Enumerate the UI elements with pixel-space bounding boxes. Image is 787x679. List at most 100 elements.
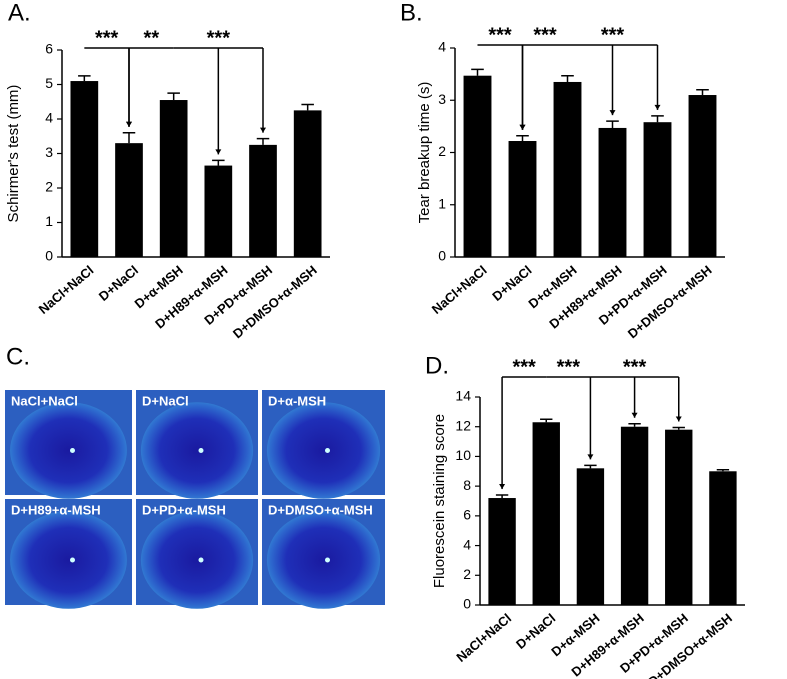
y-tick-label: 4 [463, 536, 471, 552]
bar [249, 144, 277, 257]
eye-image [10, 511, 127, 609]
bar [688, 95, 717, 258]
panel-label: B. [400, 0, 423, 26]
significance: *** [488, 24, 512, 46]
bracket-arrow [675, 416, 682, 422]
y-tick-label: 0 [438, 248, 446, 264]
bar [204, 165, 233, 257]
eye-highlight [70, 557, 75, 563]
image-label: D+NaCl [142, 393, 189, 408]
y-tick-label: 4 [438, 39, 446, 55]
significance: ** [144, 27, 160, 49]
error-bar [584, 464, 597, 469]
y-axis-label: Schirmer's test (mm) [5, 85, 22, 223]
significance: *** [533, 24, 557, 46]
bracket-arrow [260, 127, 266, 133]
eye-image [266, 402, 381, 499]
significance: *** [512, 356, 536, 378]
y-tick-label: 0 [45, 248, 53, 264]
error-bar [301, 103, 314, 111]
bar [70, 81, 99, 257]
bar [488, 498, 516, 605]
eye-highlight [325, 448, 330, 453]
y-tick-label: 1 [438, 195, 446, 211]
bar [293, 110, 322, 257]
bracket-arrow [654, 104, 661, 110]
y-tick-label: 1 [45, 213, 53, 229]
image-label: D+PD+α-MSH [142, 502, 226, 517]
error-bar [122, 132, 136, 144]
bar [115, 143, 143, 257]
x-tick-label: NaCl+NaCl [453, 610, 514, 664]
y-tick-label: 4 [45, 110, 53, 126]
eye-image [10, 402, 127, 499]
significance: *** [207, 27, 231, 49]
image-label: D+H89+α-MSH [11, 502, 101, 517]
error-bar [561, 74, 574, 82]
bracket-arrow [519, 124, 526, 130]
bar [665, 429, 693, 605]
bar [643, 122, 672, 257]
bracket-arrow [499, 484, 506, 490]
y-tick-label: 10 [455, 447, 471, 463]
panel-label: D. [425, 352, 449, 379]
bar [508, 141, 537, 257]
y-tick-label: 6 [45, 41, 53, 57]
y-tick-label: 2 [463, 566, 471, 582]
y-axis-label: Fluorescein staining score [431, 414, 448, 588]
bracket-arrow [126, 121, 132, 127]
y-tick-label: 3 [45, 144, 53, 160]
bar [159, 100, 188, 258]
eye-highlight [325, 557, 330, 563]
error-bar [78, 75, 91, 82]
panel-label: A. [8, 0, 31, 26]
error-bar [471, 68, 484, 76]
x-tick-label: D+DMSO+α-MSH [625, 262, 715, 341]
bar [553, 81, 582, 258]
bracket-arrow [587, 454, 594, 460]
bar [576, 468, 605, 605]
error-bar [716, 469, 730, 472]
bracket-arrow [215, 149, 222, 155]
error-bar [672, 426, 685, 430]
y-tick-label: 12 [455, 417, 471, 433]
eye-image [140, 402, 254, 499]
error-bar [167, 92, 180, 101]
image-label: D+DMSO+α-MSH [268, 502, 373, 517]
y-tick-label: 2 [438, 143, 446, 159]
bracket-arrow [609, 110, 616, 116]
y-tick-label: 0 [463, 596, 471, 612]
bar [463, 75, 492, 257]
panel-label: C. [6, 343, 30, 370]
bar [620, 426, 649, 605]
significance: *** [557, 356, 581, 378]
y-tick-label: 8 [463, 477, 471, 493]
x-tick-label: NaCl+NaCl [429, 262, 490, 316]
significance: *** [601, 24, 625, 46]
eye-highlight [70, 448, 75, 453]
y-tick-label: 2 [45, 179, 53, 195]
error-bar [606, 120, 619, 128]
bar [709, 471, 737, 605]
bar [532, 422, 560, 605]
error-bar [256, 137, 270, 145]
eye-highlight [198, 557, 204, 563]
eye-image [266, 511, 381, 609]
error-bar [696, 89, 709, 96]
y-tick-label: 6 [463, 507, 471, 523]
bracket-arrow [631, 412, 638, 418]
bar [598, 127, 627, 257]
x-tick-label: D+DMSO+α-MSH [230, 262, 320, 341]
eye-highlight [198, 448, 204, 453]
image-label: NaCl+NaCl [11, 393, 78, 408]
y-tick-label: 5 [45, 75, 53, 91]
image-label: D+α-MSH [268, 393, 326, 408]
error-bar [651, 115, 664, 123]
eye-image [140, 511, 254, 609]
y-axis-label: Tear breakup time (s) [416, 82, 433, 224]
significance: *** [95, 27, 119, 49]
significance: *** [623, 356, 647, 378]
error-bar [495, 494, 509, 499]
error-bar [628, 422, 641, 427]
